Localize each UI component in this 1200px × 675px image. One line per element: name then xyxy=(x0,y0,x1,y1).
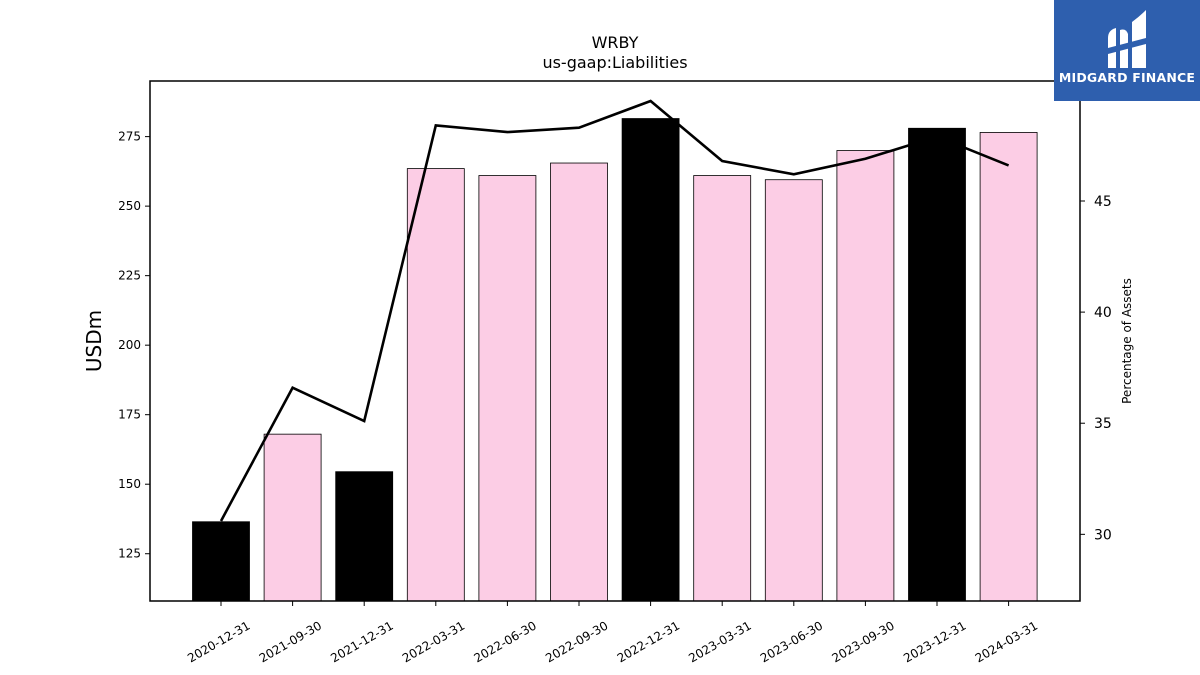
x-tick-label: 2023-06-30 xyxy=(758,618,825,665)
bar-2022-12-31 xyxy=(621,118,680,602)
midgard-logo-icon xyxy=(1108,10,1146,68)
brand-logo: MIDGARD FINANCE xyxy=(1054,0,1200,101)
x-tick-label: 2020-12-31 xyxy=(185,618,252,665)
bar-2023-06-30 xyxy=(764,179,823,602)
x-tick-label: 2022-06-30 xyxy=(471,618,538,665)
bar-2022-09-30 xyxy=(550,162,608,602)
y-tick-label: 200 xyxy=(118,338,141,352)
x-tick-label: 2022-03-31 xyxy=(400,618,467,665)
y-tick-label: 275 xyxy=(118,130,141,144)
x-tick-label: 2023-12-31 xyxy=(901,618,968,665)
bar-2023-12-31 xyxy=(908,127,966,602)
x-tick-label: 2023-09-30 xyxy=(829,618,896,665)
plot-frame xyxy=(149,80,1081,602)
logo-text: MIDGARD FINANCE xyxy=(1058,70,1196,85)
bar-2022-03-31 xyxy=(406,168,465,602)
x-tick-label: 2024-03-31 xyxy=(973,618,1040,665)
y2-axis-label: Percentage of Assets xyxy=(1120,278,1134,404)
chart-title: WRBY xyxy=(592,33,639,52)
y2-tick-label: 45 xyxy=(1094,194,1112,210)
bar-2021-09-30 xyxy=(263,433,322,602)
x-tick-label: 2021-09-30 xyxy=(257,618,324,665)
bar-2021-12-31 xyxy=(335,471,394,602)
y-tick-label: 175 xyxy=(118,408,141,422)
x-tick-label: 2021-12-31 xyxy=(328,618,395,665)
y-tick-label: 150 xyxy=(118,477,141,491)
bar-2020-12-31 xyxy=(192,521,250,602)
percentage-of-assets-line xyxy=(219,99,1010,522)
x-tick-label: 2022-12-31 xyxy=(615,618,682,665)
x-tick-label: 2023-03-31 xyxy=(686,618,753,665)
y-tick-label: 250 xyxy=(118,199,141,213)
bar-2023-09-30 xyxy=(836,150,895,602)
bar-2023-03-31 xyxy=(693,175,752,602)
y-tick-label: 125 xyxy=(118,547,141,561)
y-axis-label: USDm xyxy=(82,310,106,372)
bar-2022-06-30 xyxy=(478,175,537,602)
x-tick-label: 2022-09-30 xyxy=(543,618,610,665)
y-tick-label: 225 xyxy=(118,269,141,283)
bar-2024-03-31 xyxy=(979,132,1038,602)
y2-tick-label: 40 xyxy=(1094,305,1112,321)
chart-subtitle: us-gaap:Liabilities xyxy=(542,53,687,72)
y2-tick-label: 35 xyxy=(1094,416,1112,432)
y2-tick-label: 30 xyxy=(1094,527,1112,543)
